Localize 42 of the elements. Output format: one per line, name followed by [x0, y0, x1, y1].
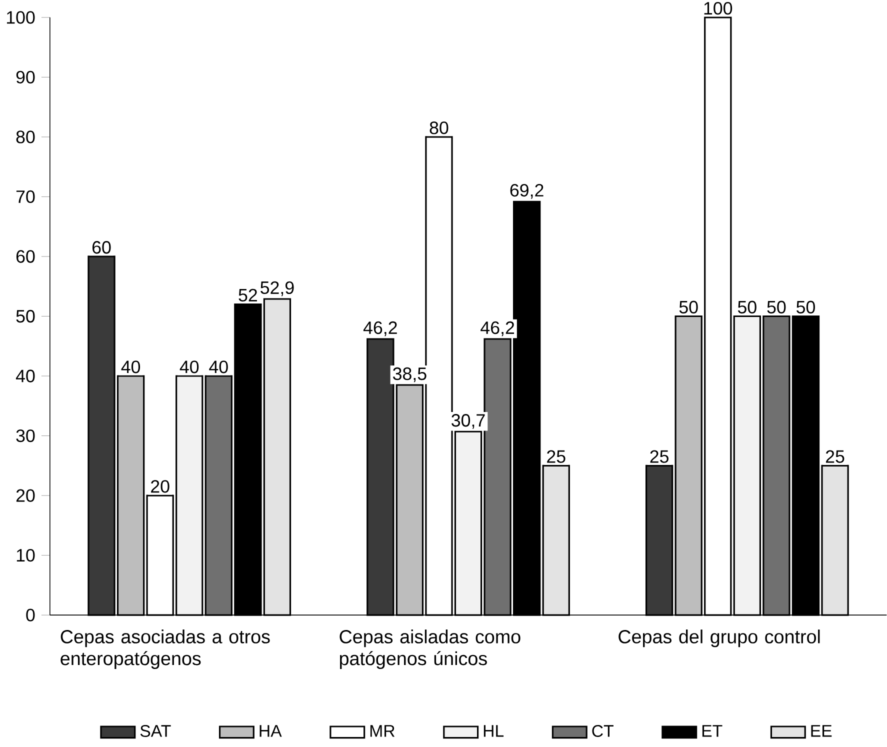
y-tick-label: 30: [16, 429, 35, 442]
legend-label: CT: [592, 724, 614, 737]
data-label: 100: [704, 2, 732, 15]
legend-label: HA: [260, 724, 282, 737]
y-tick-label: 50: [16, 310, 35, 322]
y-tick-label: 70: [16, 190, 35, 203]
x-tick-label: Cepas asociadas a otros enteropatógenos: [60, 629, 270, 669]
y-tick-label: 90: [16, 70, 35, 84]
data-label: 50: [738, 300, 756, 314]
y-tick-label: 40: [16, 370, 35, 382]
data-label: 25: [650, 450, 668, 463]
data-label: 69,2: [510, 184, 544, 199]
data-label: 80: [430, 121, 448, 134]
data-label: 60: [92, 240, 111, 254]
data-label: 50: [767, 300, 786, 314]
y-tick-label: 60: [16, 250, 35, 263]
y-tick-label: 100: [6, 10, 35, 24]
y-tick-label: 10: [16, 548, 35, 562]
data-label: 30,7: [452, 414, 485, 429]
data-label: 40: [180, 360, 199, 374]
data-label: 40: [121, 360, 140, 374]
data-label: 20: [151, 480, 170, 493]
legend-label: MR: [370, 724, 395, 737]
data-label: 40: [209, 360, 228, 374]
data-label: 50: [796, 300, 815, 314]
data-label: 25: [547, 450, 566, 463]
x-tick-label: Cepas del grupo control: [618, 629, 820, 648]
data-label: 52: [238, 288, 257, 302]
data-label: 38,5: [393, 367, 426, 382]
legend-label: HL: [484, 724, 504, 737]
x-tick-label: Cepas aisladas como patógenos únicos: [340, 629, 520, 669]
data-label: 46,2: [363, 321, 397, 336]
legend-label: SAT: [140, 724, 171, 737]
data-label: 46,2: [480, 321, 514, 336]
legend-label: EE: [811, 724, 832, 737]
y-tick-label: 20: [16, 489, 35, 502]
y-tick-label: 0: [26, 608, 35, 622]
legend-label: ET: [702, 724, 722, 737]
y-tick-label: 80: [16, 130, 35, 144]
data-label: 25: [826, 450, 844, 463]
data-label: 50: [679, 300, 698, 314]
data-label: 52,9: [260, 281, 294, 296]
